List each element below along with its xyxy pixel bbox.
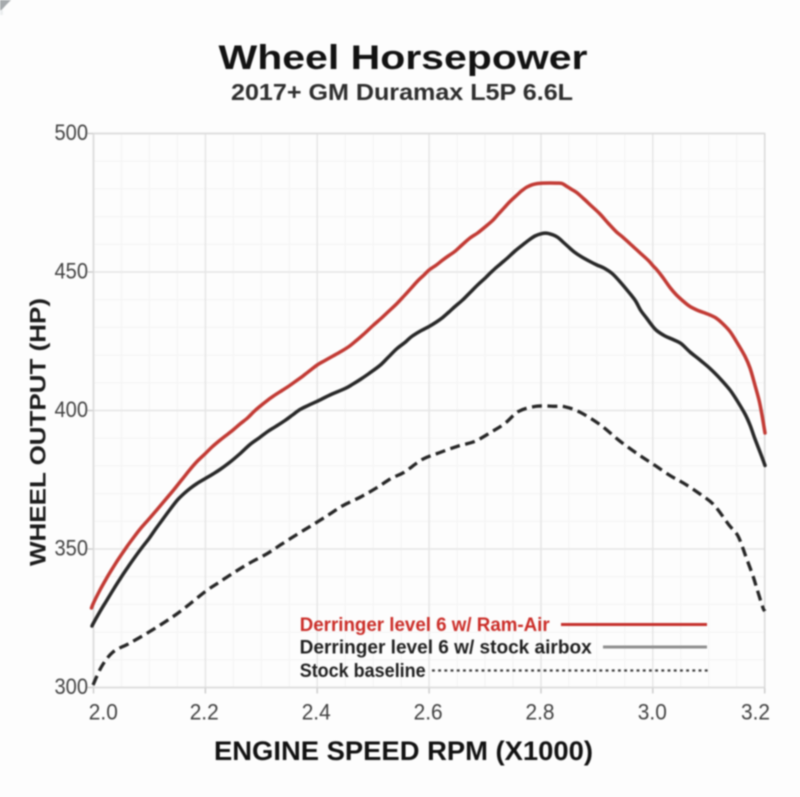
svg-text:2.6: 2.6 [414,700,443,725]
svg-text:2.4: 2.4 [302,700,331,725]
svg-text:Derringer level 6 w/ Ram-Air: Derringer level 6 w/ Ram-Air [300,615,551,636]
svg-text:WHEEL OUTPUT (HP): WHEEL OUTPUT (HP) [26,298,51,566]
svg-text:2.2: 2.2 [190,700,219,725]
svg-text:ENGINE SPEED RPM (X1000): ENGINE SPEED RPM (X1000) [214,736,593,766]
svg-text:3.0: 3.0 [638,700,667,725]
svg-text:450: 450 [55,259,89,284]
svg-text:2017+ GM Duramax L5P 6.6L: 2017+ GM Duramax L5P 6.6L [231,79,573,105]
svg-text:400: 400 [55,397,89,422]
svg-text:Wheel Horsepower: Wheel Horsepower [219,39,588,77]
svg-text:Stock baseline: Stock baseline [300,661,426,682]
svg-text:500: 500 [55,120,89,145]
svg-text:300: 300 [55,674,89,699]
svg-text:350: 350 [55,536,89,561]
svg-text:2.0: 2.0 [89,700,118,725]
svg-text:3.2: 3.2 [741,700,770,725]
svg-text:Derringer level 6 w/ stock air: Derringer level 6 w/ stock airbox [300,638,592,659]
svg-text:2.8: 2.8 [526,700,555,725]
